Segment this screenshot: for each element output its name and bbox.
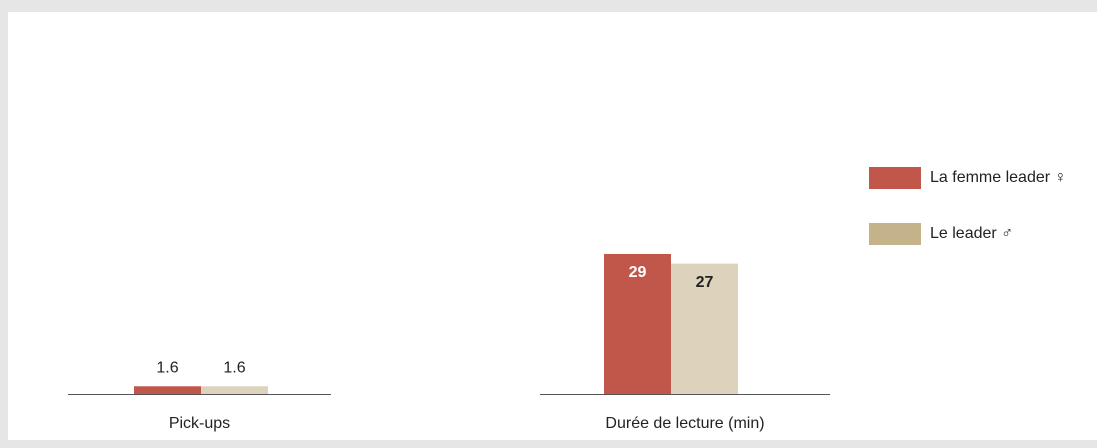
- legend-label: Le leader ♂: [930, 225, 1013, 242]
- value-label: 29: [629, 264, 647, 281]
- x-tick-label: Pick-ups: [169, 415, 230, 432]
- bar: [134, 386, 201, 394]
- legend-swatch: [869, 223, 921, 245]
- x-tick-label: Durée de lecture (min): [605, 415, 764, 432]
- value-label: 1.6: [223, 359, 245, 376]
- legend-swatch: [869, 167, 921, 189]
- bar: [604, 253, 671, 394]
- bar: [671, 263, 738, 394]
- value-label: 27: [696, 274, 714, 291]
- bar: [201, 386, 268, 394]
- value-label: 1.6: [156, 359, 178, 376]
- legend-label: La femme leader ♀: [930, 169, 1067, 186]
